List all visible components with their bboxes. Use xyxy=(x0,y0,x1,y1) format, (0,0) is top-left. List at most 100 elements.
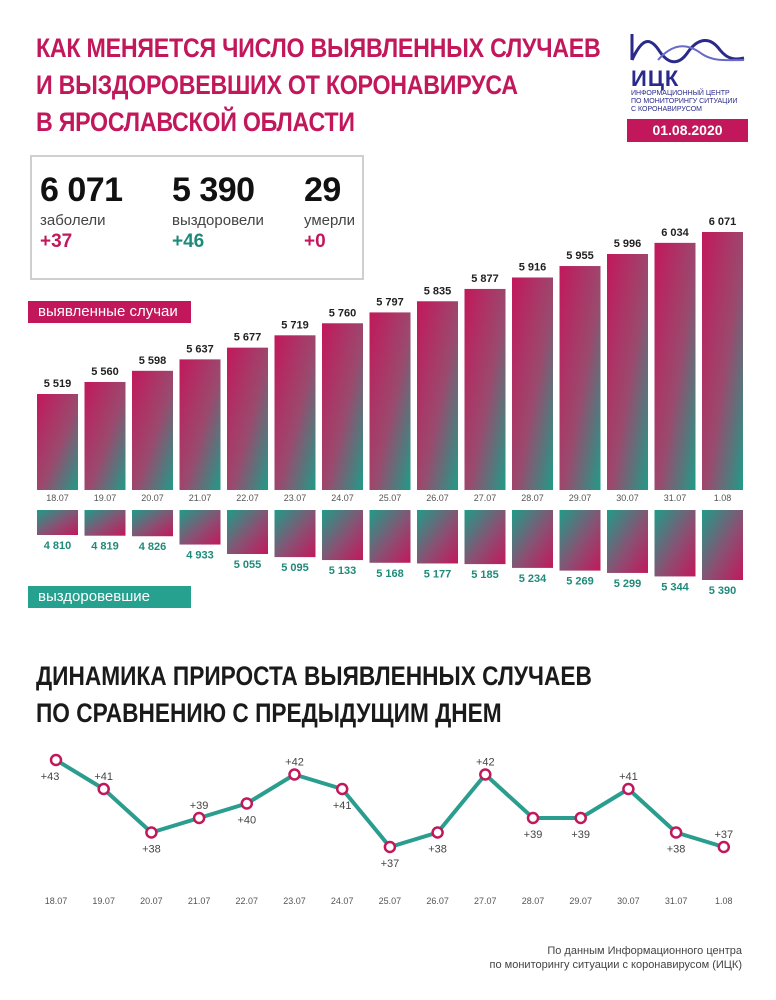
x-tick-label: 26.07 xyxy=(426,493,449,503)
logo-sub-line-2: ПО МОНИТОРИНГУ СИТУАЦИИ xyxy=(631,98,738,105)
cases-bar xyxy=(37,394,78,490)
recovered-value-label: 5 133 xyxy=(329,565,357,577)
growth-label: +37 xyxy=(381,858,400,870)
x-tick-label: 21.07 xyxy=(188,896,211,906)
cases-value-label: 5 719 xyxy=(281,319,309,331)
subtitle-line-1: ДИНАМИКА ПРИРОСТА ВЫЯВЛЕННЫХ СЛУЧАЕВ xyxy=(36,661,592,691)
x-tick-label: 1.08 xyxy=(715,896,733,906)
growth-label: +38 xyxy=(428,844,447,856)
cases-value-label: 5 916 xyxy=(519,261,547,273)
x-tick-label: 28.07 xyxy=(521,493,544,503)
recovered-bar xyxy=(322,510,363,561)
stat-recovered: 5 390 выздоровели +46 xyxy=(172,171,264,253)
recovered-value-label: 5 177 xyxy=(424,568,452,580)
x-tick-label: 29.07 xyxy=(569,896,592,906)
stat-recovered-delta: +46 xyxy=(172,231,205,252)
recovered-value-label: 4 819 xyxy=(91,541,119,553)
growth-label: +37 xyxy=(714,829,733,841)
growth-label: +41 xyxy=(619,771,638,783)
cases-bar xyxy=(512,277,553,490)
recovered-value-label: 5 168 xyxy=(376,568,404,580)
growth-label: +42 xyxy=(476,757,495,769)
page-title: КАК МЕНЯЕТСЯ ЧИСЛО ВЫЯВЛЕННЫХ СЛУЧАЕВ И … xyxy=(36,30,601,141)
growth-point xyxy=(240,797,254,810)
recovered-value-label: 5 234 xyxy=(519,573,547,585)
cases-bar xyxy=(654,242,696,490)
x-tick-label: 23.07 xyxy=(283,896,306,906)
cases-bar xyxy=(227,347,268,490)
recovered-value-label: 5 390 xyxy=(709,585,737,597)
x-tick-label: 25.07 xyxy=(379,493,402,503)
cases-bar xyxy=(274,335,316,490)
source-footer: По данным Информационного центра по мони… xyxy=(490,944,742,972)
x-tick-label: 30.07 xyxy=(616,493,639,503)
cases-value-label: 5 877 xyxy=(471,273,499,285)
recovered-bar xyxy=(227,510,268,555)
growth-label: +38 xyxy=(667,844,686,856)
recovered-bar xyxy=(654,510,696,577)
cases-value-label: 5 797 xyxy=(376,296,404,308)
cases-bar xyxy=(607,254,648,490)
growth-label: +39 xyxy=(524,829,543,841)
cases-value-label: 6 071 xyxy=(709,216,737,228)
x-tick-label: 19.07 xyxy=(94,493,117,503)
stat-cases: 6 071 заболели +37 xyxy=(40,171,123,253)
cases-value-label: 5 677 xyxy=(234,332,262,344)
logo-sub-line-1: ИНФОРМАЦИОННЫЙ ЦЕНТР xyxy=(631,90,730,97)
growth-label: +41 xyxy=(94,771,113,783)
recovered-bars: 4 810 4 819 4 826 4 933 5 055 5 095 5 133 5 168… xyxy=(37,510,743,597)
cases-bar xyxy=(179,359,221,490)
growth-label: +42 xyxy=(285,757,304,769)
growth-point xyxy=(574,811,587,825)
stats-box: 6 071 заболели +37 5 390 выздоровели +46… xyxy=(30,155,364,280)
recovered-bar xyxy=(702,510,743,580)
recovered-bar xyxy=(84,510,126,536)
growth-label: +43 xyxy=(41,771,60,783)
growth-point xyxy=(383,840,397,854)
title-line-3: В ЯРОСЛАВСКОЙ ОБЛАСТИ xyxy=(36,107,355,137)
x-tick-label: 23.07 xyxy=(284,493,307,503)
footer-line-2: по мониторингу ситуации с коронавирусом … xyxy=(489,959,742,971)
legend-cases: выявленные случаи xyxy=(28,301,191,323)
legend-recovered: выздоровевшие xyxy=(28,586,191,608)
x-tick-label: 30.07 xyxy=(617,896,640,906)
cases-value-label: 6 034 xyxy=(661,227,689,239)
recovered-value-label: 4 826 xyxy=(139,541,167,553)
recovered-value-label: 5 299 xyxy=(614,578,642,590)
growth-point xyxy=(192,811,206,825)
growth-point xyxy=(669,826,683,839)
recovered-bar xyxy=(512,510,553,568)
x-tick-label: 29.07 xyxy=(569,493,592,503)
growth-label: +39 xyxy=(571,829,590,841)
cases-bar xyxy=(132,370,173,490)
growth-label: +40 xyxy=(237,815,256,827)
stat-cases-value: 6 071 xyxy=(40,171,123,209)
title-line-1: КАК МЕНЯЕТСЯ ЧИСЛО ВЫЯВЛЕННЫХ СЛУЧАЕВ xyxy=(36,33,601,63)
cases-bars: 5 519 18.07 5 560 19.07 5 598 20.07 5 637 21.07… xyxy=(37,216,743,503)
cases-value-label: 5 560 xyxy=(91,366,119,378)
recovered-value-label: 5 185 xyxy=(471,569,499,581)
growth-point xyxy=(97,782,110,796)
recovered-bar xyxy=(559,510,601,571)
cases-bar xyxy=(417,301,458,490)
x-tick-label: 24.07 xyxy=(331,896,354,906)
x-tick-label: 22.07 xyxy=(236,896,259,906)
stat-cases-label: заболели xyxy=(40,212,106,229)
x-tick-label: 22.07 xyxy=(236,493,259,503)
growth-point xyxy=(431,826,444,839)
cases-bar xyxy=(702,232,743,490)
recovered-value-label: 4 810 xyxy=(44,540,72,552)
x-tick-label: 20.07 xyxy=(140,896,163,906)
x-tick-label: 26.07 xyxy=(426,896,449,906)
stat-deaths: 29 умерли +0 xyxy=(304,171,355,253)
cases-value-label: 5 598 xyxy=(139,355,167,367)
title-line-2: И ВЫЗДОРОВЕВШИХ ОТ КОРОНАВИРУСА xyxy=(36,70,518,100)
recovered-value-label: 5 095 xyxy=(281,562,309,574)
recovered-bar xyxy=(274,510,316,558)
x-tick-label: 1.08 xyxy=(714,493,732,503)
x-tick-label: 21.07 xyxy=(189,493,212,503)
recovered-value-label: 5 269 xyxy=(566,576,594,588)
growth-point xyxy=(526,811,540,825)
growth-label: +41 xyxy=(333,800,352,812)
